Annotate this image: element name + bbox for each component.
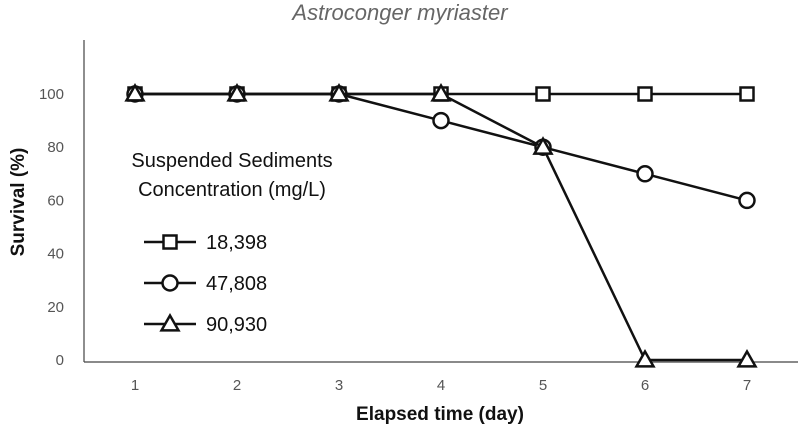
chart-title: Astroconger myriaster — [290, 0, 509, 25]
y-axis-label: Survival (%) — [8, 148, 29, 257]
data-point-triangle — [634, 348, 656, 368]
x-tick-label: 3 — [335, 377, 343, 394]
y-tick-label: 100 — [39, 86, 64, 103]
series-triangle — [124, 82, 758, 368]
data-point-circle — [432, 111, 450, 130]
legend-entry: 47,808 — [144, 273, 267, 295]
y-tick-labels: 0 20 40 60 80 100 — [39, 86, 64, 369]
x-tick-label: 4 — [437, 377, 445, 394]
x-tick-label: 5 — [539, 377, 547, 394]
y-tick-label: 80 — [47, 139, 64, 156]
data-point-triangle — [328, 82, 350, 102]
legend-entry: 90,930 — [144, 312, 267, 336]
y-tick-label: 40 — [47, 246, 64, 263]
x-tick-label: 2 — [233, 377, 241, 394]
y-tick-label: 20 — [47, 299, 64, 316]
legend-marker-triangle — [159, 312, 181, 332]
legend-entry: 18,398 — [144, 232, 267, 254]
x-tick-label: 7 — [743, 377, 751, 394]
data-point-circle — [738, 191, 756, 210]
x-axis-label: Elapsed time (day) — [356, 404, 524, 425]
legend: Suspended Sediments Concentration (mg/L)… — [131, 150, 332, 336]
data-point-square — [739, 86, 755, 102]
x-tick-labels: 1 2 3 4 5 6 7 — [131, 377, 751, 394]
data-point-square — [637, 86, 653, 102]
data-point-triangle — [226, 82, 248, 102]
legend-marker-square — [162, 234, 178, 250]
x-tick-label: 6 — [641, 377, 649, 394]
data-point-triangle — [124, 82, 146, 102]
legend-label: 47,808 — [206, 273, 267, 295]
legend-marker-circle — [161, 274, 179, 292]
y-tick-label: 0 — [56, 352, 64, 369]
data-point-square — [535, 86, 551, 102]
x-tick-label: 1 — [131, 377, 139, 394]
legend-title-line-1: Suspended Sediments — [131, 150, 332, 172]
data-point-triangle — [430, 82, 452, 102]
data-point-circle — [636, 165, 654, 183]
legend-label: 90,930 — [206, 314, 267, 336]
legend-entries: 18,398 47,808 90,930 — [144, 232, 267, 336]
data-point-triangle — [532, 136, 554, 155]
legend-label: 18,398 — [206, 232, 267, 254]
data-point-triangle — [736, 348, 758, 368]
axes — [83, 40, 798, 363]
series-group — [124, 82, 758, 368]
y-tick-label: 60 — [47, 192, 64, 209]
legend-title-line-2: Concentration (mg/L) — [138, 179, 326, 201]
